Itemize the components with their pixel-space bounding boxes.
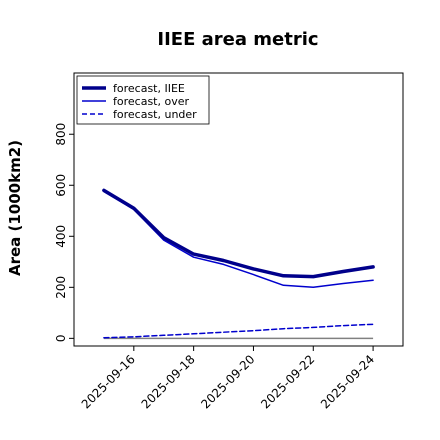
y-axis-label: Area (1000km2) [6, 140, 24, 276]
series-line-forecast-under [103, 323, 374, 339]
x-tick-label: 2025-09-16 [79, 352, 138, 411]
series-layer [102, 188, 375, 340]
y-tick-label: 0 [54, 335, 68, 343]
y-tick-label: 200 [54, 276, 68, 299]
y-tick-label: 800 [54, 123, 68, 146]
legend-box [76, 75, 210, 125]
x-tick-label: 2025-09-18 [139, 352, 198, 411]
legend-label: forecast, over [113, 95, 189, 108]
legend-label: forecast, IIEE [113, 82, 185, 95]
x-tick-label: 2025-09-20 [198, 352, 257, 411]
legend-label: forecast, under [113, 108, 197, 121]
series-line-forecast-iiee [102, 188, 375, 279]
x-tick-label: 2025-09-24 [318, 352, 377, 411]
y-axis: 0 200 400 600 800 [54, 123, 74, 342]
plot-area-frame [73, 72, 404, 347]
y-tick-label: 400 [54, 225, 68, 248]
y-tick-label: 600 [54, 174, 68, 197]
x-axis: 2025-09-16 2025-09-18 2025-09-20 2025-09-22… [79, 346, 377, 411]
x-tick-label: 2025-09-22 [258, 352, 317, 411]
chart-title: IIEE area metric [157, 29, 318, 50]
